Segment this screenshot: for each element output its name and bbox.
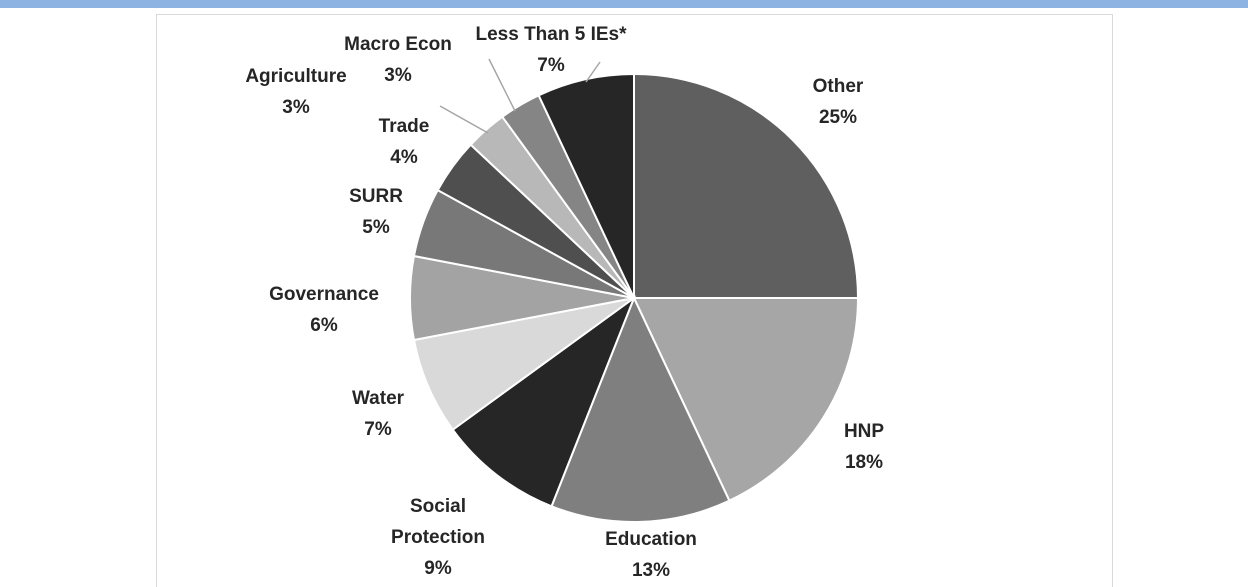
pie-slice-less-than-5-ies [537,72,635,299]
slice-label-macro-econ: Macro Econ 3% [344,34,452,86]
slice-label-less-than-5-ies: Less Than 5 IEs* 7% [475,24,627,76]
slice-label-social-protection: Social Protection 9% [391,496,485,579]
slice-label-hnp: HNP 18% [844,421,884,473]
slice-value-hnp: 18% [845,452,883,473]
slice-value-water: 7% [364,419,392,440]
slice-value-macro-econ: 3% [384,65,412,86]
pie-slice-other [633,72,860,299]
slice-value-trade: 4% [390,147,418,168]
slice-value-social-protection: 9% [424,558,452,579]
leader-line [585,61,601,83]
slice-label-surr: SURR 5% [349,186,403,238]
slice-value-surr: 5% [362,217,390,238]
slice-label-trade: Trade 4% [379,116,430,168]
slice-value-less-than-5-ies: 7% [537,55,565,76]
slice-label-agriculture: Agriculture 3% [245,66,346,118]
slice-label-education: Education 13% [605,529,697,581]
leader-line [488,58,516,112]
pie-slice-education [550,295,731,523]
slice-label-water: Water 7% [352,388,405,440]
slice-value-agriculture: 3% [282,97,310,118]
figure-caption-banner [0,0,1248,8]
slice-value-education: 13% [632,560,670,581]
slice-label-governance: Governance 6% [269,284,379,336]
slice-label-other: Other 25% [813,76,864,128]
pie-slice-social-protection [451,295,637,508]
pie-slice-hnp [632,297,860,503]
leader-line [439,105,489,134]
slice-value-other: 25% [819,107,857,128]
slice-value-governance: 6% [310,315,338,336]
